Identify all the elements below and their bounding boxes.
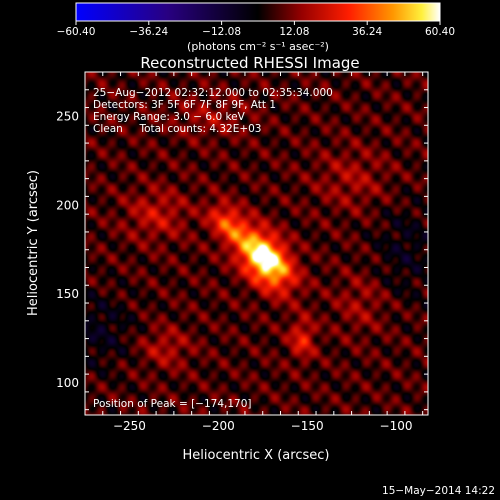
info-line-detectors: Detectors: 3F 5F 6F 7F 8F 9F, Att 1 bbox=[93, 99, 276, 111]
x-tick-label: −250 bbox=[113, 419, 146, 433]
peak-position-label: Position of Peak = [−174,170] bbox=[93, 398, 252, 410]
x-axis-label: Heliocentric X (arcsec) bbox=[183, 448, 330, 463]
colorbar-unit-label: (photons cm⁻² s⁻¹ asec⁻²) bbox=[187, 40, 329, 53]
x-axis: −250 −200 −150 −100 bbox=[84, 72, 424, 433]
x-tick-label: −200 bbox=[202, 419, 235, 433]
colorbar-tick-label: 36.24 bbox=[352, 26, 382, 38]
colorbar-tick-label: −12.08 bbox=[202, 26, 241, 38]
y-tick-label: 100 bbox=[56, 376, 79, 390]
info-line-time-range: 25−Aug−2012 02:32:12.000 to 02:35:34.000 bbox=[93, 87, 333, 99]
colorbar-ticks: −60.40 −36.24 −12.08 12.08 36.24 60.40 bbox=[57, 21, 455, 38]
heatmap-canvas bbox=[85, 72, 428, 415]
y-axis-label: Heliocentric Y (arcsec) bbox=[26, 170, 41, 316]
heatmap-image bbox=[84, 71, 429, 416]
y-axis: 100 150 200 250 bbox=[56, 71, 428, 411]
x-tick-label: −100 bbox=[380, 419, 413, 433]
colorbar-tick-label: −36.24 bbox=[129, 26, 168, 38]
observation-info: 25−Aug−2012 02:32:12.000 to 02:35:34.000… bbox=[93, 87, 333, 135]
heatmap-container bbox=[85, 72, 428, 415]
x-tick-label: −150 bbox=[291, 419, 324, 433]
colorbar-tick-label: 60.40 bbox=[425, 26, 455, 38]
y-tick-label: 250 bbox=[56, 109, 79, 123]
info-line-energy-range: Energy Range: 3.0 − 6.0 keV bbox=[93, 111, 246, 123]
info-line-method-counts: Clean Total counts: 4.32E+03 bbox=[93, 123, 262, 135]
timestamp: 15−May−2014 14:22 bbox=[382, 485, 495, 497]
colorbar-tick-label: −60.40 bbox=[57, 26, 96, 38]
chart-title: Reconstructed RHESSI Image bbox=[140, 54, 359, 72]
plot-frame bbox=[84, 71, 429, 416]
colorbar-tick-label: 12.08 bbox=[279, 26, 309, 38]
y-tick-label: 150 bbox=[56, 287, 79, 301]
y-tick-label: 200 bbox=[56, 198, 79, 212]
colorbar-bar bbox=[75, 2, 441, 22]
colorbar: −60.40 −36.24 −12.08 12.08 36.24 60.40 (photo… bbox=[57, 2, 455, 53]
